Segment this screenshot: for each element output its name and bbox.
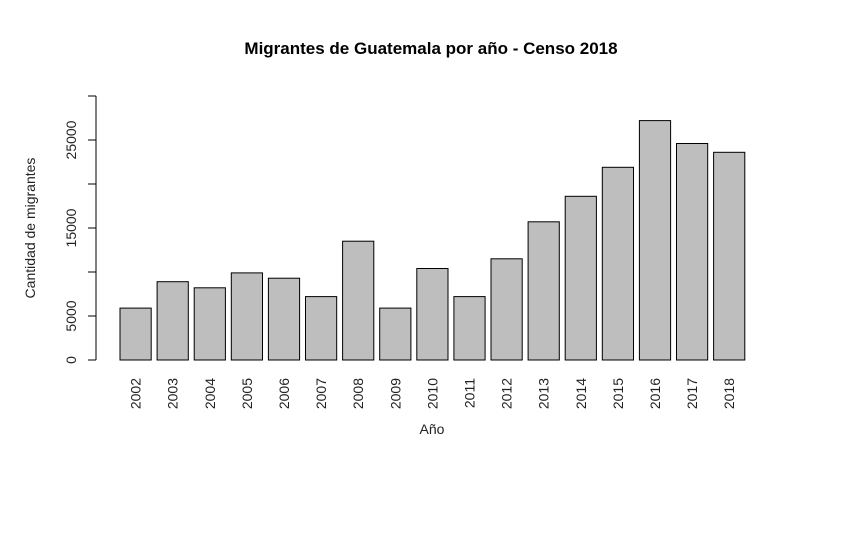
- bar-2018: [713, 151, 746, 361]
- x-tick-label-2015: 2015: [610, 378, 626, 409]
- x-tick-label-2014: 2014: [573, 378, 589, 409]
- bar-2003: [156, 281, 189, 361]
- x-tick-label-2004: 2004: [202, 378, 218, 409]
- x-tick-label-2016: 2016: [647, 378, 663, 409]
- bar-2010: [416, 268, 449, 361]
- bar-2002: [119, 307, 152, 361]
- bar-2004: [193, 287, 226, 361]
- bar-2006: [267, 277, 301, 361]
- y-tick-label: 25000: [63, 120, 79, 159]
- x-tick-label-2009: 2009: [387, 378, 403, 409]
- y-tick-label: 0: [63, 356, 79, 364]
- bar-2015: [601, 166, 634, 361]
- x-tick-label-2003: 2003: [165, 378, 181, 409]
- bar-2017: [676, 143, 709, 361]
- bar-2008: [342, 240, 375, 361]
- x-tick-label-2005: 2005: [239, 378, 255, 409]
- x-tick-label-2006: 2006: [276, 378, 292, 409]
- y-axis-label: Cantidad de migrantes: [22, 158, 38, 299]
- chart-title: Migrantes de Guatemala por año - Censo 2…: [244, 39, 617, 58]
- y-tick-label: 15000: [63, 208, 79, 247]
- x-tick-label-2018: 2018: [721, 378, 737, 409]
- bar-2012: [490, 258, 523, 361]
- x-tick-label-2002: 2002: [128, 378, 144, 409]
- x-tick-label-2012: 2012: [499, 378, 515, 409]
- bar-2014: [564, 195, 597, 361]
- bars: [119, 120, 746, 361]
- bar-2011: [453, 296, 486, 361]
- x-tick-label-2007: 2007: [313, 378, 329, 409]
- x-axis-label: Año: [420, 421, 445, 437]
- x-tick-label-2010: 2010: [424, 378, 440, 409]
- x-tick-label-2013: 2013: [536, 378, 552, 409]
- x-tick-label-2017: 2017: [684, 378, 700, 409]
- bar-2005: [230, 272, 264, 361]
- bar-2013: [527, 221, 560, 361]
- y-tick-label: 5000: [63, 300, 79, 331]
- x-tick-label-2011: 2011: [462, 378, 478, 408]
- x-tick-labels: 2002 2003 2004 2005 2006 2007 2008 2009 2010 2011…: [128, 378, 738, 409]
- bar-2016: [638, 120, 672, 361]
- x-tick-label-2008: 2008: [350, 378, 366, 409]
- bar-2009: [379, 307, 412, 361]
- bar-2007: [305, 296, 338, 361]
- y-axis: 0 5000 15000 25000: [63, 95, 97, 364]
